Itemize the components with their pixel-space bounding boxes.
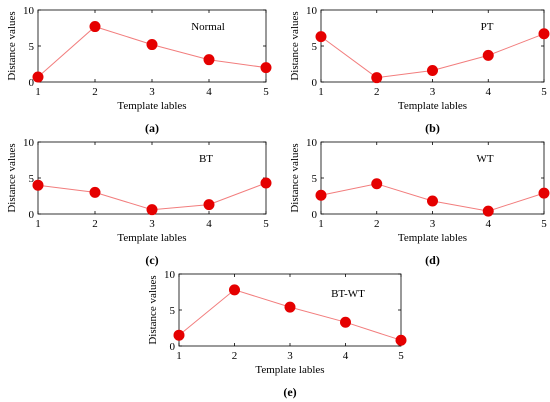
panel-caption: (a) xyxy=(145,121,159,135)
data-point xyxy=(260,62,272,74)
data-point xyxy=(89,21,101,33)
panel-title: WT xyxy=(476,153,493,165)
y-tick-label: 5 xyxy=(312,41,318,53)
data-point xyxy=(229,284,240,296)
x-tick-label: 3 xyxy=(430,218,436,230)
chart-panel-5: 1 2 3 4 5 0 5 10 Template lables Distance values B… xyxy=(147,269,407,399)
x-tick-label: 2 xyxy=(374,218,380,230)
y-tick-label: 0 xyxy=(170,341,176,353)
x-tick-label: 4 xyxy=(206,86,212,98)
y-tick-label: 5 xyxy=(312,173,318,185)
y-tick-label: 0 xyxy=(29,209,35,221)
x-tick-label: 2 xyxy=(92,86,98,98)
x-tick-label: 2 xyxy=(232,350,238,362)
x-tick-label: 5 xyxy=(541,86,547,98)
y-tick-label: 5 xyxy=(29,173,35,185)
y-axis-label: Distance values xyxy=(6,11,18,80)
x-tick-label: 5 xyxy=(263,218,269,230)
data-point xyxy=(538,187,550,199)
data-point xyxy=(203,54,215,66)
panel-caption: (b) xyxy=(425,121,440,135)
x-tick-label: 5 xyxy=(398,350,404,362)
data-point xyxy=(315,189,327,201)
x-tick-label: 4 xyxy=(343,350,349,362)
series-line xyxy=(37,26,267,78)
data-point xyxy=(340,316,351,328)
y-tick-label: 5 xyxy=(29,41,35,53)
panel-caption: (c) xyxy=(145,253,158,267)
data-point xyxy=(203,199,215,211)
panel-title: PT xyxy=(481,21,494,33)
x-tick-label: 4 xyxy=(486,218,492,230)
x-tick-label: 1 xyxy=(176,350,182,362)
data-point xyxy=(371,72,383,84)
chart-panel-3: 1 2 3 4 5 0 5 10 Template lables Distance values B… xyxy=(6,137,272,267)
y-tick-label: 0 xyxy=(312,77,318,89)
data-point xyxy=(395,334,407,346)
x-axis-label: Template lables xyxy=(398,100,467,112)
data-point xyxy=(427,64,438,76)
chart-panel-2: 1 2 3 4 5 0 5 10 Template lables Distance values P… xyxy=(289,5,550,135)
x-tick-label: 2 xyxy=(92,218,98,230)
y-axis-label: Distance values xyxy=(6,143,18,212)
x-axis-label: Template lables xyxy=(398,232,467,244)
x-tick-label: 3 xyxy=(149,218,155,230)
y-tick-label: 10 xyxy=(306,5,318,17)
x-tick-label: 1 xyxy=(318,86,324,98)
data-point xyxy=(146,204,158,216)
data-point xyxy=(146,39,158,51)
x-tick-label: 3 xyxy=(287,350,293,362)
y-tick-label: 10 xyxy=(306,137,318,149)
x-tick-label: 4 xyxy=(206,218,212,230)
chart-panel-4: 1 2 3 4 5 0 5 10 Template lables Distance values W… xyxy=(289,137,550,267)
data-point xyxy=(284,301,296,313)
y-tick-label: 10 xyxy=(23,5,35,17)
panel-title: BT xyxy=(199,153,213,165)
x-tick-label: 4 xyxy=(486,86,492,98)
y-tick-label: 5 xyxy=(170,305,176,317)
data-point xyxy=(315,31,327,43)
panel-caption: (e) xyxy=(283,385,296,399)
y-tick-label: 10 xyxy=(164,269,176,281)
chart-panel-1: 1 2 3 4 5 0 5 10 Template lables Distance values N… xyxy=(6,5,272,135)
y-axis-label: Distance values xyxy=(289,143,301,212)
data-point xyxy=(89,186,101,198)
plot-frame xyxy=(37,141,267,215)
y-tick-label: 0 xyxy=(312,209,318,221)
x-tick-label: 5 xyxy=(263,86,269,98)
x-axis-label: Template lables xyxy=(255,364,324,376)
data-point xyxy=(482,49,494,61)
series-line xyxy=(178,289,402,341)
data-point xyxy=(260,177,272,189)
x-axis-label: Template lables xyxy=(117,100,186,112)
data-point xyxy=(32,71,44,83)
panel-title: Normal xyxy=(191,21,225,33)
x-tick-label: 3 xyxy=(430,86,436,98)
x-tick-label: 1 xyxy=(35,86,41,98)
data-point xyxy=(482,205,494,217)
data-point xyxy=(538,28,550,40)
panel-caption: (d) xyxy=(425,253,440,267)
data-point xyxy=(32,179,44,191)
y-axis-label: Distance values xyxy=(289,11,301,80)
y-tick-label: 0 xyxy=(29,77,35,89)
y-axis-label: Distance values xyxy=(147,275,159,344)
x-tick-label: 3 xyxy=(149,86,155,98)
x-tick-label: 5 xyxy=(541,218,547,230)
data-point xyxy=(371,178,383,190)
x-tick-label: 1 xyxy=(35,218,41,230)
data-point xyxy=(173,329,185,341)
panel-title: BT-WT xyxy=(331,288,365,300)
x-tick-label: 1 xyxy=(318,218,324,230)
x-tick-label: 2 xyxy=(374,86,380,98)
y-tick-label: 10 xyxy=(23,137,35,149)
data-point xyxy=(427,195,438,207)
x-axis-label: Template lables xyxy=(117,232,186,244)
